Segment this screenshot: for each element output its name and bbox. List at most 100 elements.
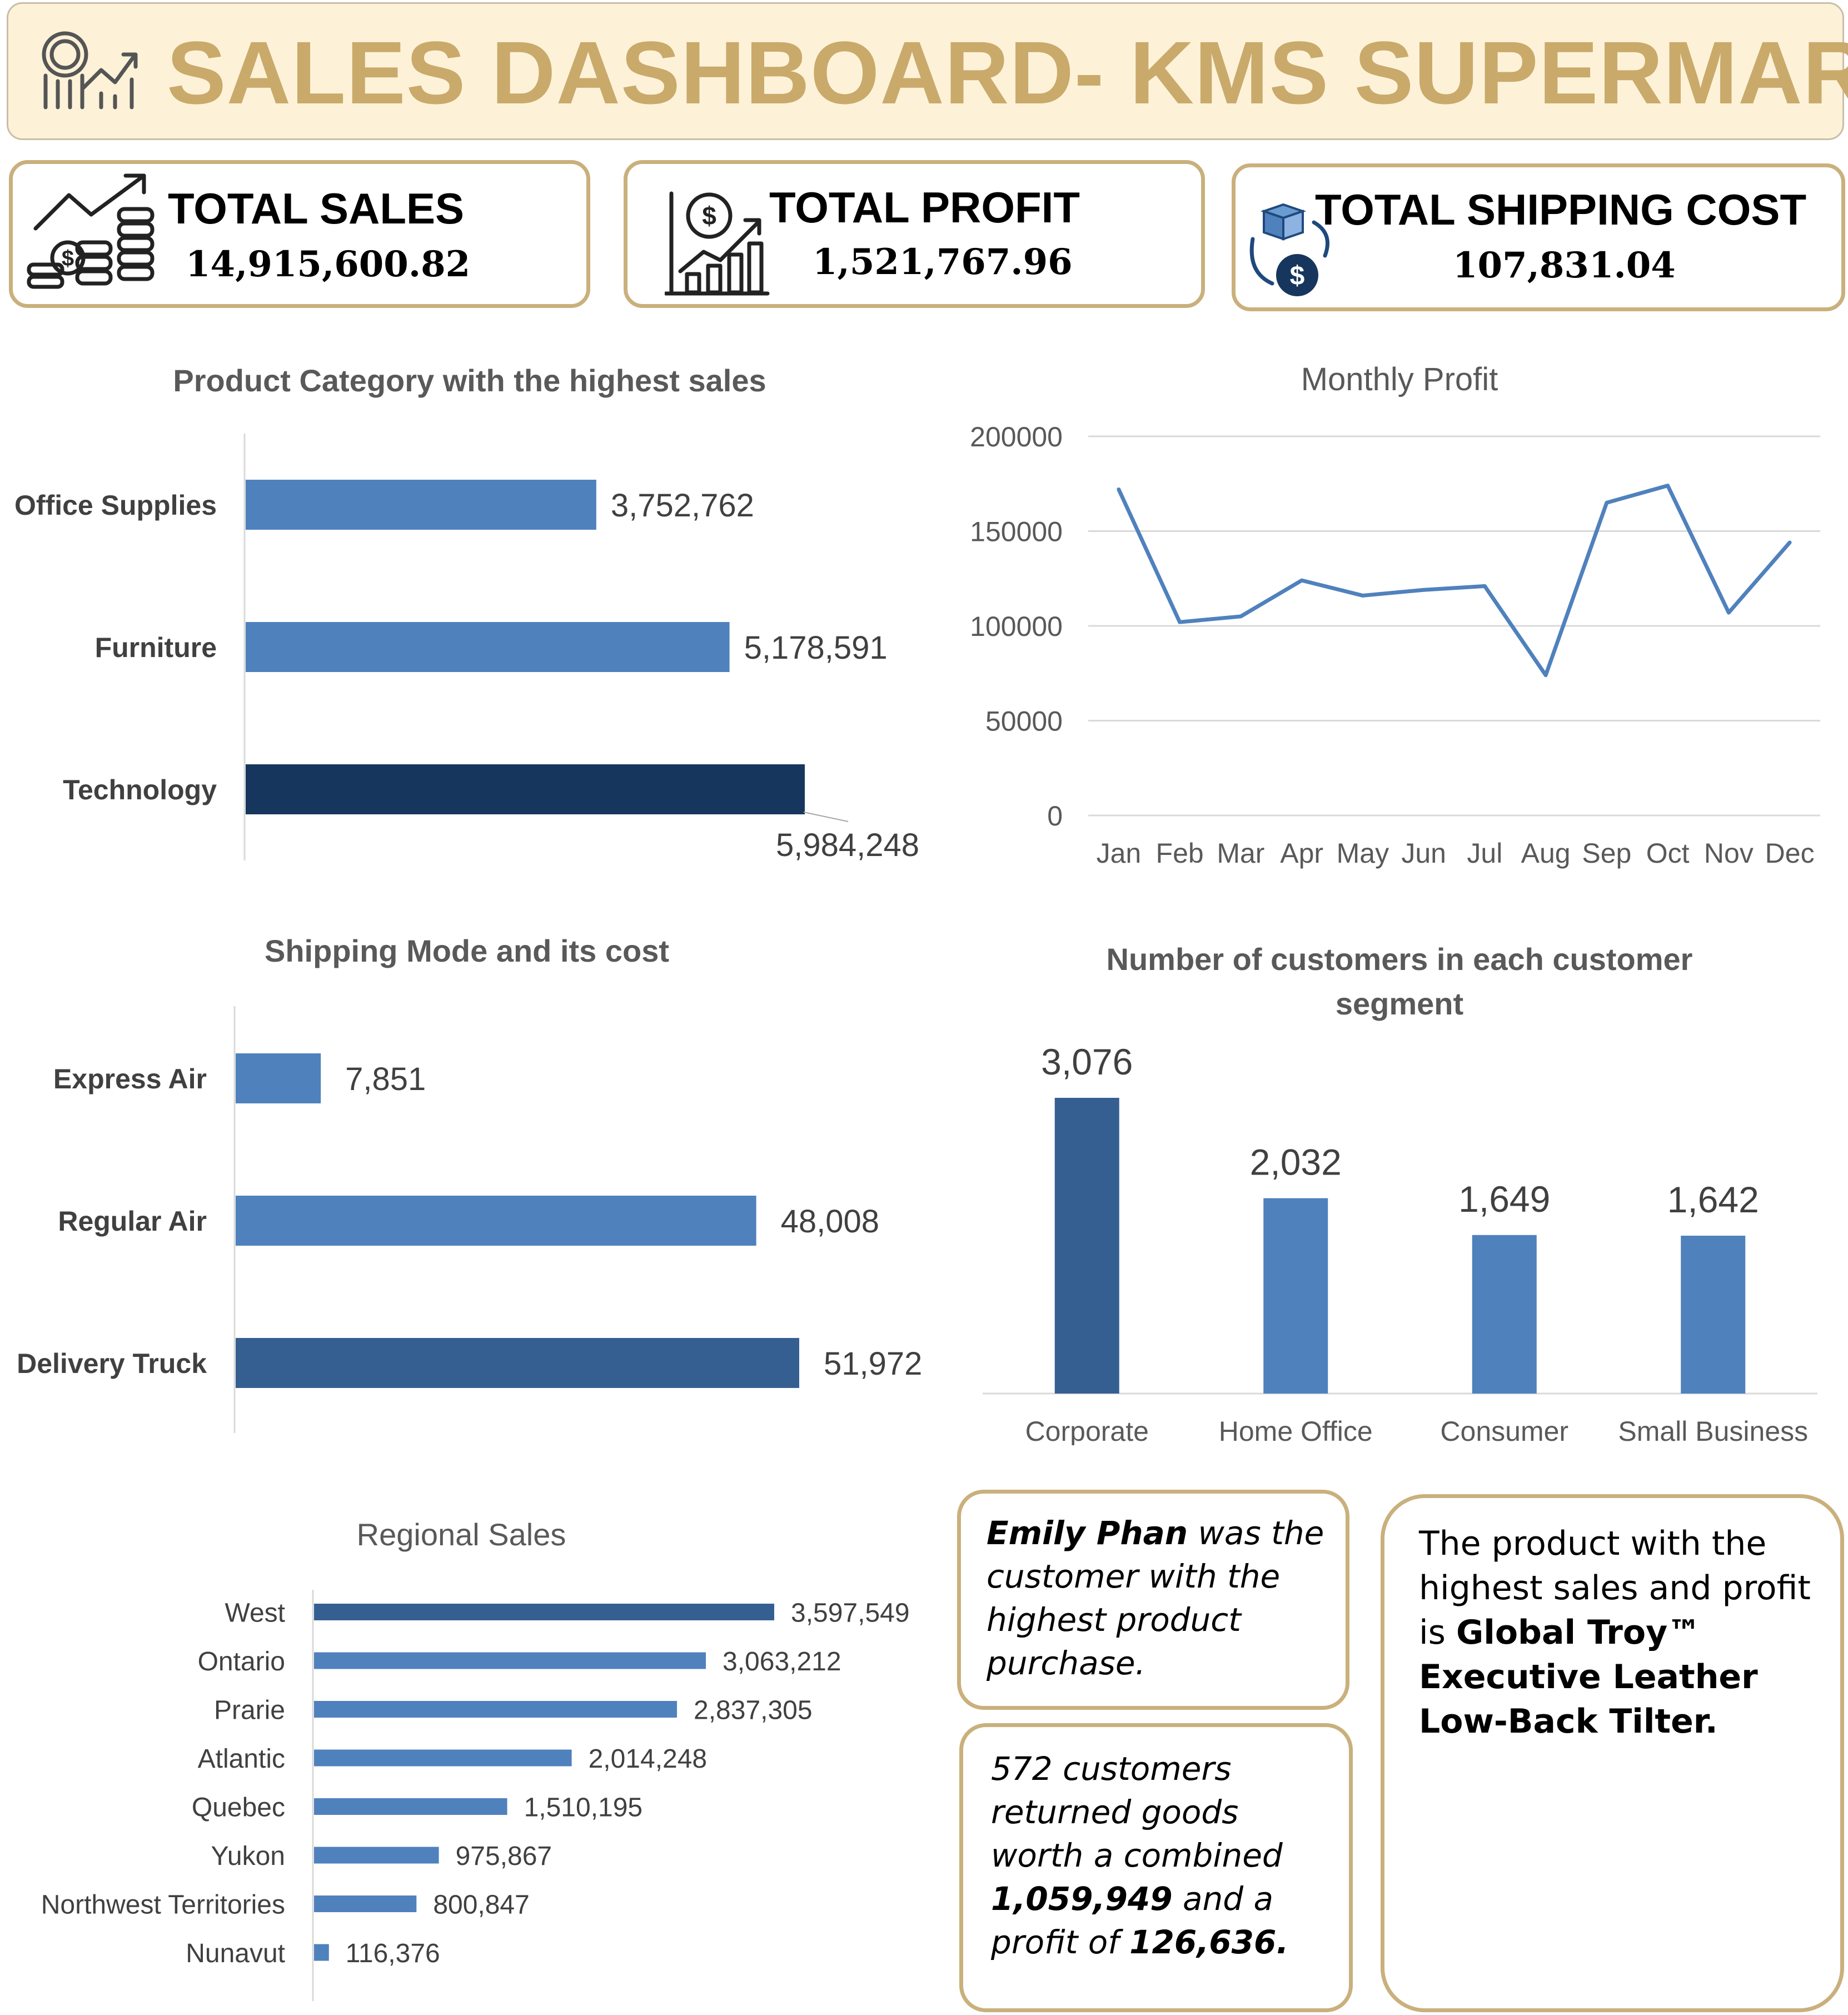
- category-label: Regular Air: [58, 1206, 207, 1237]
- category-label: Nunavut: [186, 1939, 285, 1968]
- kpi-card-total-shipping: [1232, 163, 1845, 311]
- data-label: 1,649: [1458, 1178, 1550, 1220]
- bar: [314, 1701, 678, 1718]
- bar: [246, 622, 730, 672]
- data-label: 975,867: [456, 1842, 552, 1871]
- data-label: 7,851: [345, 1061, 426, 1097]
- x-tick-label: Nov: [1704, 838, 1754, 869]
- bar: [236, 1053, 321, 1103]
- data-label: 3,597,549: [791, 1598, 910, 1628]
- y-tick-label: 100000: [970, 611, 1063, 642]
- data-label: 800,847: [433, 1890, 530, 1919]
- x-tick-label: Oct: [1646, 838, 1690, 869]
- kpi-shipping-label: TOTAL SHIPPING COST: [1315, 185, 1807, 234]
- x-tick-label: Jan: [1097, 838, 1142, 869]
- category-label: Ontario: [198, 1647, 285, 1676]
- leader-line: [803, 812, 849, 822]
- y-tick-label: 50000: [985, 706, 1063, 737]
- category-sales-chart: Product Category with the highest sales O…: [14, 363, 919, 863]
- chart-title: Product Category with the highest sales: [173, 363, 766, 398]
- returns-text-1: 572 customers returned goods worth a com…: [991, 1750, 1283, 1874]
- category-label: Quebec: [192, 1793, 285, 1822]
- returns-text-2: and a profit of: [991, 1880, 1274, 1961]
- y-tick-label: 150000: [970, 516, 1063, 548]
- data-label: 2,032: [1250, 1142, 1342, 1183]
- data-label: 3,752,762: [611, 487, 754, 524]
- category-label: Express Air: [53, 1063, 207, 1094]
- x-tick-label: Feb: [1156, 838, 1204, 869]
- chart-title: Regional Sales: [357, 1517, 566, 1552]
- category-label: West: [225, 1598, 285, 1628]
- regional-sales-chart: Regional Sales West 3,597,549 Ontario 3,063,…: [41, 1517, 910, 2001]
- top-product-name: Global Troy™ Executive Leather Low-Back …: [1419, 1613, 1758, 1741]
- top-customer-name: Emily Phan: [987, 1514, 1188, 1552]
- bar: [314, 1798, 507, 1815]
- category-label: Yukon: [211, 1842, 285, 1871]
- coin-stack-growth-icon: $: [27, 173, 155, 289]
- chart-title: Shipping Mode and its cost: [265, 933, 669, 968]
- category-label: Small Business: [1618, 1416, 1808, 1445]
- kpi-profit-label: TOTAL PROFIT: [769, 183, 1080, 232]
- svg-text:$: $: [62, 246, 74, 271]
- x-tick-label: Aug: [1521, 838, 1571, 869]
- x-tick-label: Dec: [1765, 838, 1815, 869]
- bar: [314, 1847, 439, 1864]
- data-label: 1,642: [1667, 1179, 1759, 1220]
- data-label: 5,984,248: [776, 827, 919, 863]
- returns-amount: 1,059,949: [991, 1880, 1173, 1918]
- bar: [1054, 1098, 1119, 1394]
- bar: [246, 764, 805, 814]
- kpi-shipping-value: 107,831.04: [1453, 245, 1676, 286]
- data-label: 5,178,591: [744, 630, 888, 666]
- data-label: 2,837,305: [694, 1695, 813, 1725]
- bar: [314, 1604, 774, 1620]
- category-label: Prarie: [214, 1695, 285, 1725]
- data-label: 2,014,248: [589, 1744, 708, 1774]
- y-tick-label: 0: [1047, 800, 1063, 832]
- top-customer-text: was the customer with the highest produc…: [987, 1514, 1324, 1682]
- bar: [314, 1749, 572, 1767]
- note-top-customer: Emily Phan was the customer with the hig…: [957, 1490, 1349, 1710]
- chart-title: Monthly Profit: [1301, 361, 1498, 397]
- kpi-sales-label: TOTAL SALES: [168, 184, 465, 233]
- customer-segment-chart: Number of customers in each customer segm…: [983, 942, 1817, 1445]
- bar: [1681, 1236, 1746, 1394]
- data-label: 51,972: [824, 1346, 922, 1382]
- bar: [314, 1895, 417, 1912]
- x-tick-label: Jun: [1401, 838, 1446, 869]
- bar: [236, 1338, 799, 1388]
- category-label: Atlantic: [198, 1744, 285, 1774]
- note-returns: 572 customers returned goods worth a com…: [959, 1723, 1353, 2012]
- note-top-product: The product with the highest sales and p…: [1381, 1494, 1844, 2012]
- category-label: Delivery Truck: [17, 1348, 207, 1379]
- x-tick-label: Mar: [1217, 838, 1264, 869]
- page-title: SALES DASHBOARD- KMS SUPERMARKET: [167, 23, 1848, 122]
- analytics-magnifier-icon: [42, 31, 138, 110]
- shipping-mode-chart: Shipping Mode and its cost Express Air 7,8…: [17, 933, 922, 1433]
- category-label: Office Supplies: [14, 490, 217, 521]
- kpi-sales-value: 14,915,600.82: [186, 243, 471, 285]
- category-label: Furniture: [95, 632, 217, 663]
- bar: [314, 1652, 706, 1669]
- category-label: Technology: [63, 774, 217, 805]
- x-tick-label: Sep: [1582, 838, 1631, 869]
- profit-chart-icon: $: [665, 191, 770, 296]
- y-tick-label: 200000: [970, 421, 1063, 452]
- data-label: 3,076: [1041, 1041, 1133, 1082]
- data-label: 116,376: [346, 1939, 440, 1968]
- bar: [314, 1944, 329, 1961]
- top-product-text: The product with the highest sales and p…: [1419, 1524, 1811, 1652]
- monthly-profit-chart: Monthly Profit 0 50000 100000 150000 200000 Ja…: [970, 361, 1820, 869]
- kpi-profit-value: 1,521,767.96: [813, 241, 1073, 283]
- data-label: 48,008: [781, 1203, 879, 1240]
- bar: [236, 1196, 756, 1246]
- x-tick-label: May: [1337, 838, 1389, 869]
- shipping-cost-icon: $: [1249, 203, 1329, 296]
- category-label: Corporate: [1025, 1416, 1149, 1445]
- svg-text:$: $: [702, 201, 716, 230]
- bar: [1263, 1198, 1328, 1394]
- bar: [246, 480, 596, 530]
- category-label: Northwest Territories: [41, 1890, 285, 1919]
- header-banner: [7, 2, 1844, 140]
- chart-title: Number of customers in each customer segm…: [1107, 942, 1693, 1021]
